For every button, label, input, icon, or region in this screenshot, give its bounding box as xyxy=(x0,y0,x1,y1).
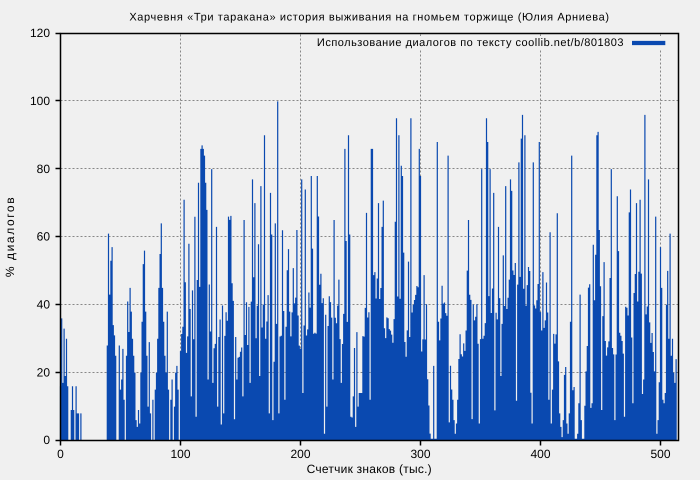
svg-text:80: 80 xyxy=(37,162,51,176)
svg-text:100: 100 xyxy=(170,447,190,461)
svg-text:Использование диалогов по текс: Использование диалогов по тексту coollib… xyxy=(317,37,624,49)
svg-text:% диалогов: % диалогов xyxy=(3,196,17,277)
svg-text:20: 20 xyxy=(37,365,51,379)
svg-text:0: 0 xyxy=(43,433,50,447)
svg-text:200: 200 xyxy=(290,447,310,461)
svg-text:300: 300 xyxy=(410,447,430,461)
svg-text:120: 120 xyxy=(30,26,50,40)
svg-text:Харчевня «Три таракана» истори: Харчевня «Три таракана» история выживани… xyxy=(129,12,609,24)
svg-text:Счетчик знаков (тыс.): Счетчик знаков (тыс.) xyxy=(307,462,432,476)
svg-text:500: 500 xyxy=(650,447,670,461)
svg-text:40: 40 xyxy=(37,298,51,312)
svg-text:100: 100 xyxy=(30,94,50,108)
svg-text:400: 400 xyxy=(530,447,550,461)
svg-text:60: 60 xyxy=(37,230,51,244)
svg-text:0: 0 xyxy=(57,447,64,461)
